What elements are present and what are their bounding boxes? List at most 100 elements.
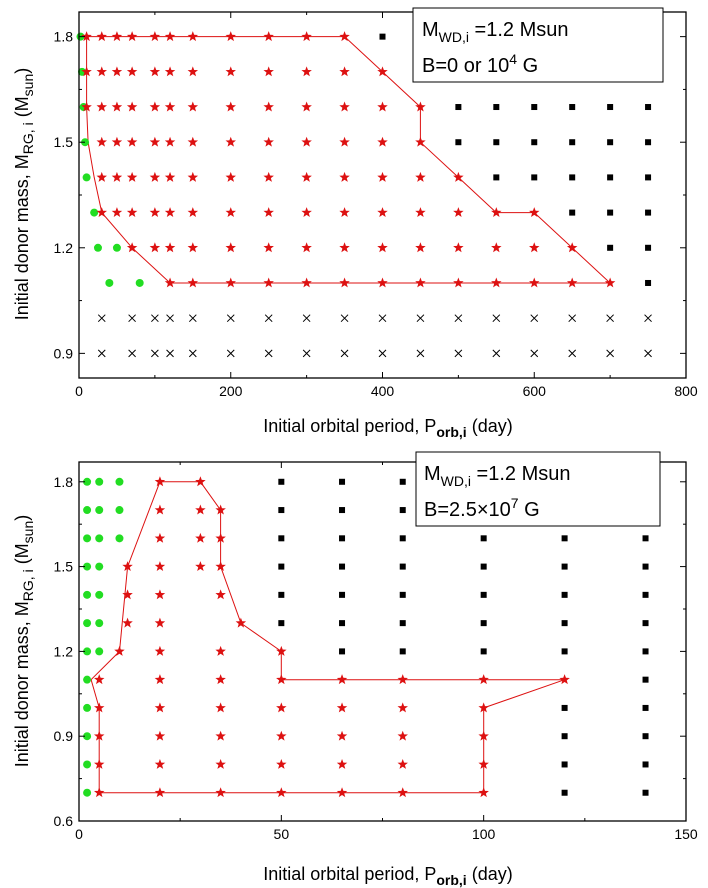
star-point — [164, 277, 176, 288]
chart-panel-bottom: 0 50 100 150 0.6 0.9 1.2 1.5 1.8 Initial orbital… — [0, 444, 708, 888]
square-point — [561, 733, 568, 740]
green-dot-point — [90, 208, 99, 217]
star-point — [225, 31, 236, 42]
star-point — [154, 730, 166, 741]
star-point — [126, 207, 138, 218]
star-point — [149, 31, 161, 42]
star-point — [377, 171, 388, 182]
square-point — [531, 104, 538, 111]
cross-point — [606, 314, 614, 323]
green-dot-point — [95, 590, 104, 599]
star-point — [276, 758, 287, 769]
star-point — [276, 730, 287, 741]
star-point — [122, 617, 133, 628]
green-dot-point — [95, 506, 104, 515]
star-point — [225, 207, 236, 218]
square-point — [561, 535, 568, 542]
star-point — [164, 242, 176, 253]
star-point — [195, 476, 206, 487]
star-point — [154, 617, 166, 628]
star-point — [301, 31, 312, 42]
annotation-box: MWD,i =1.2 Msun B=2.5×107 G — [415, 451, 661, 527]
star-point — [215, 787, 226, 798]
star-point — [339, 277, 350, 288]
star-point — [96, 101, 107, 112]
star-point — [215, 645, 226, 656]
star-point — [415, 136, 426, 147]
star-point — [478, 787, 489, 798]
square-point — [607, 104, 614, 111]
star-point — [96, 136, 107, 147]
cross-point — [416, 314, 425, 323]
star-point — [164, 136, 176, 147]
star-point — [415, 207, 426, 218]
x-tick-label: 50 — [274, 826, 290, 842]
square-point — [339, 648, 346, 655]
star-point — [453, 171, 464, 182]
green-dot-point — [83, 788, 92, 797]
x-tick-label: 400 — [371, 383, 395, 399]
boundary-line — [90, 481, 565, 794]
star-point — [604, 277, 616, 288]
green-dot-point — [83, 675, 92, 684]
star-point — [215, 504, 226, 515]
green-dot-point — [83, 647, 92, 656]
star-point — [187, 207, 199, 218]
square-point — [399, 620, 406, 627]
square-point — [339, 478, 346, 485]
plot-area — [83, 476, 649, 798]
square-point — [607, 139, 614, 146]
square-point — [278, 620, 285, 627]
x-tick-label: 150 — [674, 826, 698, 842]
green-dot-point — [93, 243, 102, 252]
chart-bottom-svg: 0 50 100 150 0.6 0.9 1.2 1.5 1.8 Initial orbital… — [12, 451, 698, 888]
star-point — [377, 101, 388, 112]
annotation-box: MWD,i =1.2 Msun B=0 or 104 G — [412, 7, 664, 83]
square-point — [607, 209, 614, 216]
cross-point — [454, 314, 463, 323]
star-point — [415, 171, 426, 182]
square-point — [561, 704, 568, 711]
star-point — [263, 242, 274, 253]
star-point — [149, 101, 161, 112]
square-point — [561, 620, 568, 627]
square-point — [642, 789, 649, 796]
star-point — [126, 242, 138, 253]
annotation-line-1: MWD,i =1.2 Msun — [424, 463, 571, 489]
star-point — [111, 207, 123, 218]
star-point — [187, 136, 199, 147]
cross-point — [97, 314, 106, 323]
square-point — [561, 789, 568, 796]
cross-point — [302, 314, 311, 323]
cross-point — [188, 349, 197, 358]
square-point — [642, 648, 649, 655]
square-point — [642, 563, 649, 570]
green-dot-point — [95, 534, 104, 543]
x-tick-label: 600 — [523, 383, 547, 399]
star-point — [397, 730, 408, 741]
square-point — [645, 279, 652, 286]
star-point — [377, 277, 388, 288]
square-point — [642, 733, 649, 740]
star-point — [149, 207, 161, 218]
square-point — [561, 648, 568, 655]
star-point — [415, 242, 426, 253]
star-point — [339, 136, 350, 147]
star-point — [215, 702, 226, 713]
square-point — [339, 620, 346, 627]
star-point — [149, 66, 161, 77]
star-point — [187, 66, 199, 77]
y-tick-label: 1.5 — [54, 134, 74, 150]
y-tick-label: 0.9 — [54, 345, 74, 361]
star-point — [187, 101, 199, 112]
star-point — [215, 589, 226, 600]
star-point — [94, 730, 105, 741]
star-point — [126, 136, 138, 147]
green-dot-point — [135, 278, 144, 287]
star-point — [126, 66, 138, 77]
y-tick-label: 1.5 — [54, 559, 74, 575]
cross-point — [378, 349, 387, 358]
star-point — [263, 101, 274, 112]
star-point — [111, 101, 123, 112]
star-point — [149, 242, 161, 253]
